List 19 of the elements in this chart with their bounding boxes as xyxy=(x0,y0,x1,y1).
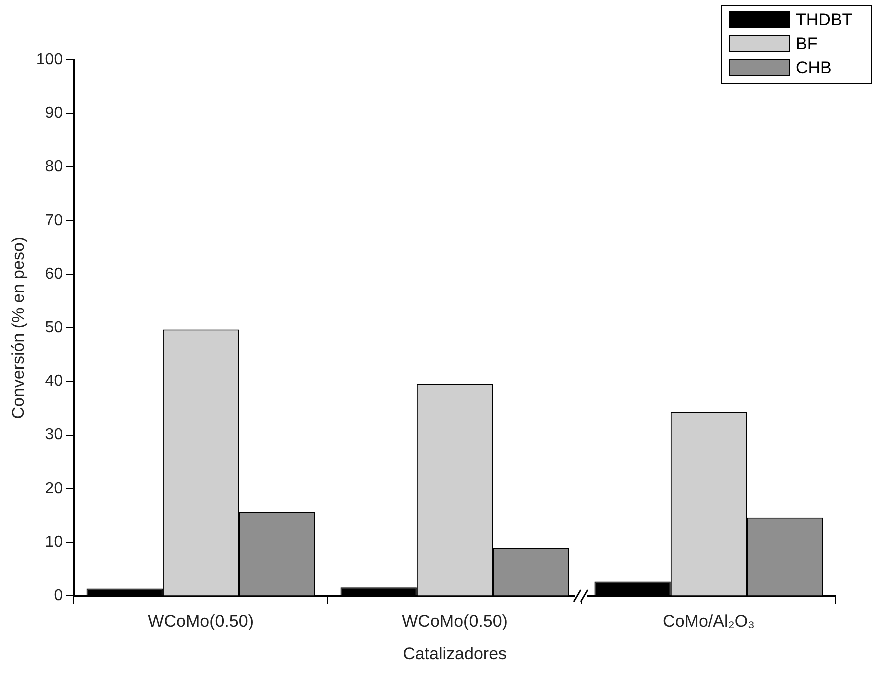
y-tick-label: 70 xyxy=(45,212,64,230)
y-tick-label: 30 xyxy=(45,426,64,444)
legend-label: CHB xyxy=(796,58,832,78)
y-tick-label: 90 xyxy=(45,105,64,122)
x-tick-label: CoMo/Al₂O₃ xyxy=(663,612,755,632)
y-tick-label: 10 xyxy=(45,534,64,551)
y-axis-title: Conversión (% en peso) xyxy=(8,236,28,420)
y-tick-label: 40 xyxy=(45,373,64,390)
y-tick-label: 100 xyxy=(36,51,64,68)
y-tick-label: 20 xyxy=(45,480,64,498)
x-tick-label: WCoMo(0.50) xyxy=(148,612,254,632)
legend-label: BF xyxy=(796,34,818,54)
y-tick-label: 50 xyxy=(45,320,64,337)
x-axis-title: Catalizadores xyxy=(403,644,508,664)
legend-label: THDBT xyxy=(796,10,853,30)
y-tick-label: 80 xyxy=(45,158,64,176)
y-tick-label: 60 xyxy=(45,266,64,283)
y-tick-label: 0 xyxy=(54,588,64,605)
x-tick-label: WCoMo(0.50) xyxy=(402,612,508,632)
